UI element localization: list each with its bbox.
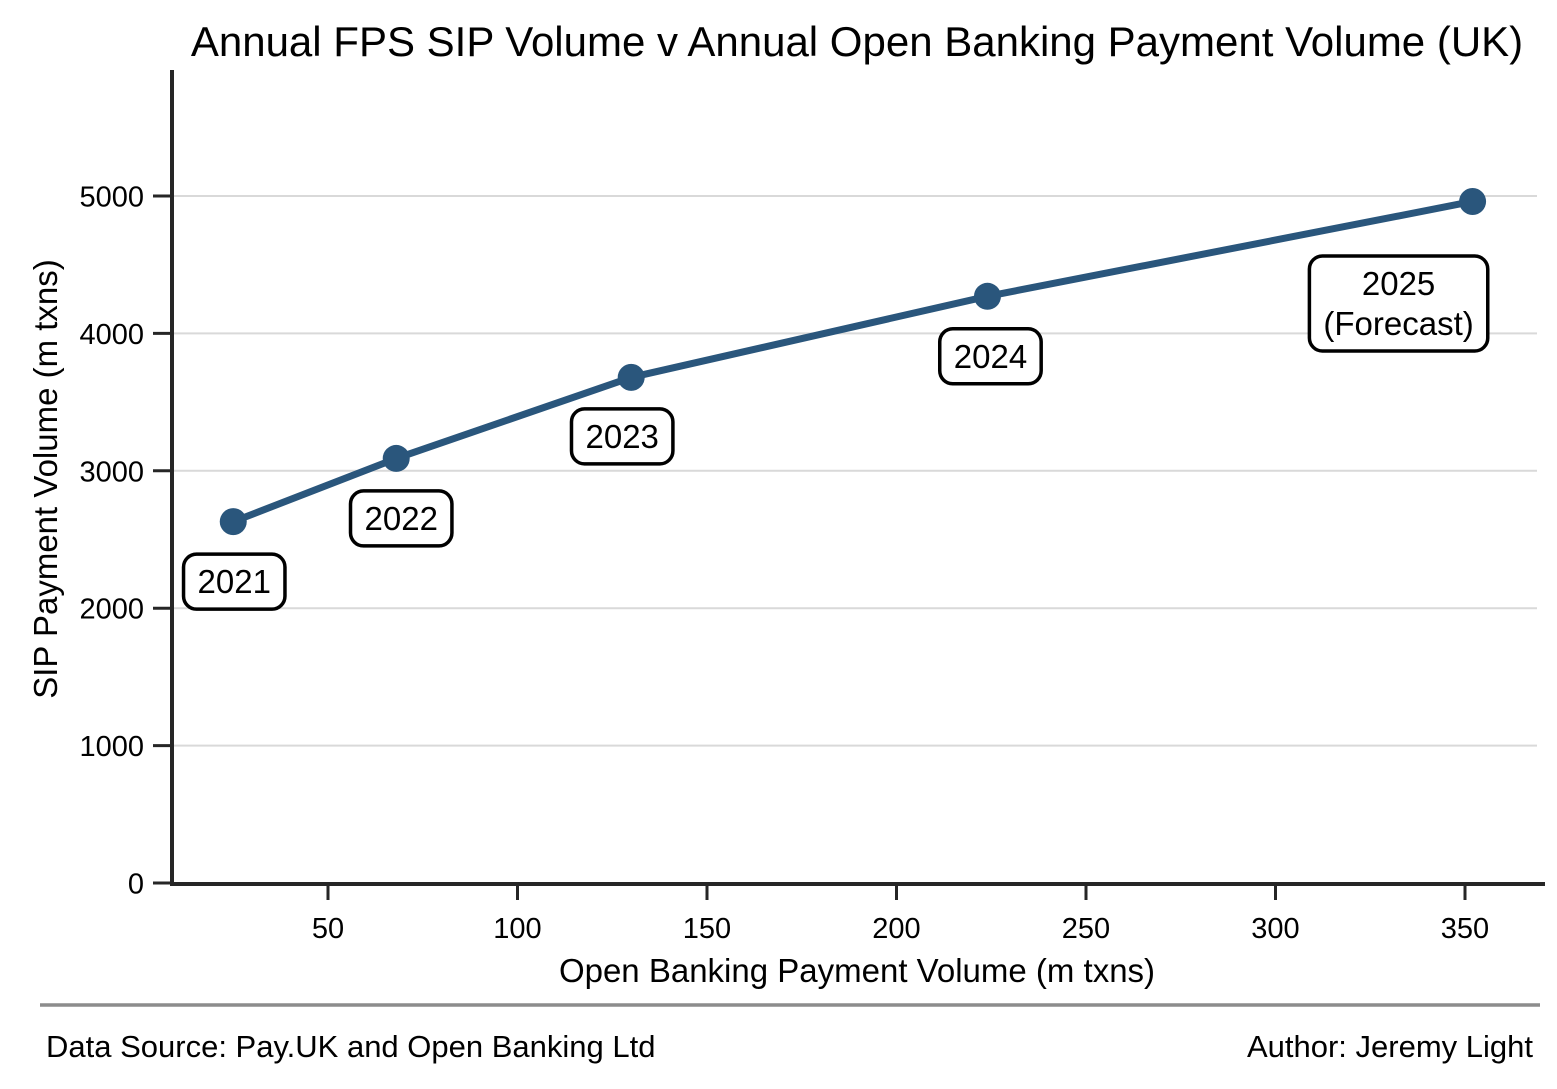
annotation-label: 2023 — [585, 418, 658, 455]
data-point-2025 — [1459, 187, 1487, 215]
data-source-text: Data Source: Pay.UK and Open Banking Ltd — [46, 1029, 655, 1064]
annotation-2023: 2023 — [569, 407, 675, 466]
y-tick-label-2000: 2000 — [79, 594, 144, 626]
annotation-2021: 2021 — [181, 552, 287, 611]
annotation-label: 2024 — [954, 338, 1027, 375]
annotation-2024: 2024 — [937, 327, 1043, 386]
data-series-layer — [219, 187, 1487, 536]
x-tick-label-350: 350 — [1441, 913, 1489, 945]
annotations-layer: 2021 2022 2023 2024 2025 (Forecast) — [181, 254, 1490, 611]
annotation-2022: 2022 — [348, 489, 454, 548]
annotation-label: 2025 (Forecast) — [1323, 265, 1473, 342]
data-point-2024 — [973, 282, 1001, 310]
x-tick-label-100: 100 — [493, 913, 541, 945]
axes-layer: 0 1000 2000 3000 4000 5000 50 100 150 200 250 300 35… — [79, 70, 1545, 945]
annotation-box — [1307, 254, 1490, 353]
x-tick-label-250: 250 — [1062, 913, 1110, 945]
annotation-box — [348, 489, 454, 548]
x-tick-label-300: 300 — [1251, 913, 1299, 945]
y-tick-label-0: 0 — [128, 869, 144, 901]
annotation-2025: 2025 (Forecast) — [1307, 254, 1490, 353]
y-tick-label-1000: 1000 — [79, 731, 144, 763]
chart-title: Annual FPS SIP Volume v Annual Open Bank… — [191, 18, 1523, 65]
annotation-box — [937, 327, 1043, 386]
y-tick-label-3000: 3000 — [79, 456, 144, 488]
x-axis-title: Open Banking Payment Volume (m txns) — [559, 952, 1155, 989]
data-point-2023 — [617, 363, 645, 391]
x-tick-label-200: 200 — [872, 913, 920, 945]
annotation-label: 2021 — [198, 563, 271, 600]
annotation-label: 2022 — [365, 500, 438, 537]
author-text: Author: Jeremy Light — [1247, 1029, 1533, 1064]
y-tick-label-5000: 5000 — [79, 182, 144, 214]
series-line — [229, 197, 1477, 526]
x-tick-label-150: 150 — [683, 913, 731, 945]
data-point-2021 — [219, 508, 247, 536]
y-tick-label-4000: 4000 — [79, 319, 144, 351]
annotation-box — [569, 407, 675, 466]
y-axis-title: SIP Payment Volume (m txns) — [27, 259, 64, 699]
annotation-box — [181, 552, 287, 611]
x-tick-label-50: 50 — [312, 913, 344, 945]
data-point-2022 — [382, 444, 410, 472]
